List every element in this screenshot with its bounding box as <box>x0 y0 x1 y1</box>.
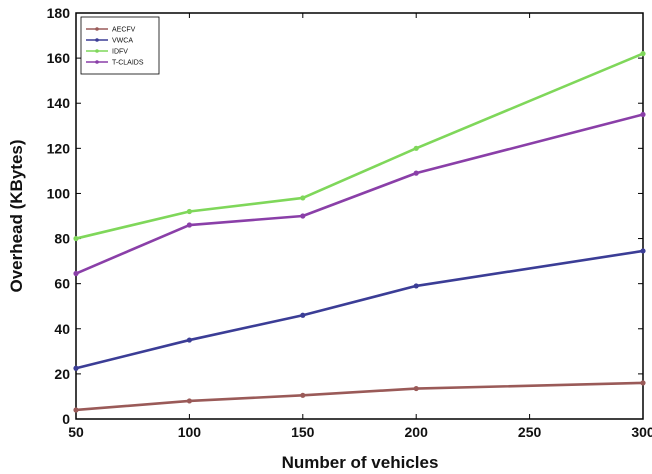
data-point-aecfv <box>300 392 306 398</box>
data-point-idfv <box>413 145 419 151</box>
y-tick-label: 20 <box>54 366 70 382</box>
y-tick-label: 60 <box>54 276 70 292</box>
data-point-aecfv <box>186 398 192 404</box>
y-tick-label: 0 <box>62 411 70 427</box>
data-point-aecfv <box>73 407 79 413</box>
series-layer <box>73 51 646 413</box>
data-point-vwca <box>413 283 419 289</box>
y-tick-label: 160 <box>47 50 71 66</box>
x-tick-label: 50 <box>68 424 84 440</box>
data-point-idfv <box>73 235 79 242</box>
data-point-vwca <box>300 312 306 318</box>
data-point-idfv <box>640 51 646 57</box>
data-point-t-claids <box>413 170 419 176</box>
data-point-idfv <box>300 195 306 201</box>
data-point-vwca <box>73 365 79 371</box>
x-axis-title: Number of vehicles <box>282 453 439 472</box>
legend-marker <box>95 38 99 42</box>
data-point-idfv <box>186 208 192 215</box>
plot-frame <box>75 12 644 420</box>
y-axis-title: Overhead (KBytes) <box>7 139 26 292</box>
legend-label: IDFV <box>112 49 128 56</box>
data-point-aecfv <box>640 380 646 386</box>
data-point-t-claids <box>73 270 79 277</box>
x-tick-label: 200 <box>405 424 429 440</box>
legend-marker <box>95 27 99 31</box>
legend-label: AECFV <box>112 27 136 34</box>
data-point-t-claids <box>640 111 646 118</box>
data-point-t-claids <box>300 213 306 219</box>
legend: AECFV VWCA IDFV T-CLAIDS <box>80 16 160 75</box>
y-tick-label: 120 <box>47 140 71 156</box>
legend-marker <box>95 60 99 64</box>
legend-marker <box>95 49 99 53</box>
legend-label: VWCA <box>112 38 133 45</box>
x-tick-label: 100 <box>178 424 202 440</box>
data-point-vwca <box>640 248 646 254</box>
legend-label: T-CLAIDS <box>112 60 144 67</box>
y-axis-ticks: 0 20 40 60 80 100 120 140 160 180 <box>47 5 643 427</box>
y-tick-label: 180 <box>47 5 71 21</box>
data-point-vwca <box>186 337 192 343</box>
y-tick-label: 40 <box>54 321 70 337</box>
y-tick-label: 140 <box>47 95 71 111</box>
x-tick-label: 150 <box>291 424 315 440</box>
data-point-aecfv <box>413 385 419 392</box>
y-tick-label: 100 <box>47 185 71 201</box>
x-axis-ticks: 50 100 150 200 250 300 <box>68 13 652 440</box>
x-tick-label: 300 <box>631 424 652 440</box>
x-tick-label: 250 <box>518 424 542 440</box>
legend-box <box>80 16 160 75</box>
y-tick-label: 80 <box>54 231 70 247</box>
data-point-t-claids <box>186 222 192 228</box>
